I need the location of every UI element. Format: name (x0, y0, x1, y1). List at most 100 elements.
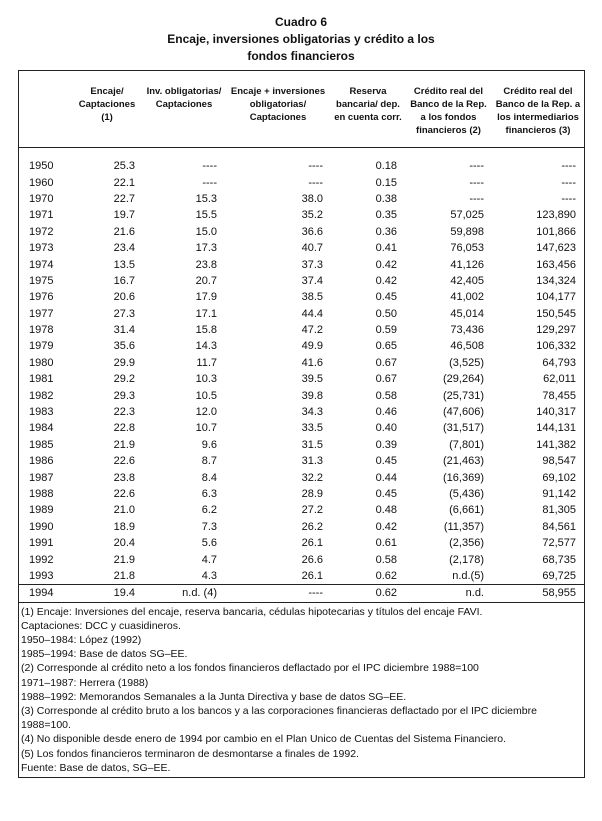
value-cell: ---- (469, 176, 484, 189)
table-row: 1979 35.6 14.3 49.9 0.65 46,508 106,332 (19, 338, 584, 354)
value-cell: 84,561 (542, 520, 576, 533)
note-line: (1) Encaje: Inversiones del encaje, rese… (21, 605, 483, 618)
value-cell: 4.3 (201, 569, 217, 582)
value-cell: 31.3 (301, 455, 323, 468)
value-cell: 0.46 (375, 406, 397, 419)
value-cell: n.d.(5) (452, 569, 484, 582)
value-cell: 41.6 (301, 356, 323, 369)
year-cell: 1978 (29, 324, 54, 337)
value-cell: 101,866 (536, 225, 576, 238)
value-cell: 8.4 (201, 471, 217, 484)
value-cell: 34.3 (301, 406, 323, 419)
note-line: 1988–1992: Memorandos Semanales a la Jun… (21, 690, 407, 703)
column-header: Reserva bancaria/ dep. en cuenta corr. (331, 71, 405, 148)
data-table: Encaje/ Captaciones (1) Inv. obligatorias… (19, 71, 584, 602)
value-cell: 6.2 (201, 504, 217, 517)
table-row: 1986 22.6 8.7 31.3 0.45 (21,463) 98,547 (19, 453, 584, 469)
value-cell: 22.6 (113, 488, 135, 500)
column-header: Encaje + inversiones obligatorias/ Capta… (225, 71, 331, 148)
note-line: Captaciones: DCC y cuasidineros. (21, 619, 181, 632)
value-cell: ---- (561, 176, 576, 189)
value-cell: 35.2 (301, 209, 323, 222)
value-cell: 69,725 (542, 569, 576, 582)
year-cell: 1981 (29, 373, 54, 386)
value-cell: ---- (469, 192, 484, 205)
value-cell: 32.2 (301, 471, 323, 484)
value-cell: (2,178) (449, 553, 484, 566)
value-cell: 0.67 (375, 356, 397, 369)
value-cell: 38.5 (301, 291, 323, 304)
value-cell: 0.50 (375, 307, 397, 320)
value-cell: 73,436 (450, 324, 484, 337)
value-cell: 58,955 (492, 584, 584, 602)
value-cell: 10.3 (195, 373, 217, 386)
value-cell: 0.61 (375, 537, 397, 550)
value-cell: 23.8 (195, 258, 217, 271)
value-cell: ---- (202, 160, 217, 173)
value-cell: 15.8 (195, 324, 217, 337)
table-row: 1994 19.4 n.d. (4) ---- 0.62 n.d. 58,955 (19, 584, 584, 602)
value-cell: 163,456 (536, 258, 576, 271)
value-cell: 20.4 (113, 537, 135, 550)
value-cell: 47.2 (301, 324, 323, 337)
table-row: 1971 19.7 15.5 35.2 0.35 57,025 123,890 (19, 207, 584, 223)
value-cell: 29.9 (113, 356, 135, 369)
year-cell: 1973 (29, 242, 54, 255)
value-cell: 28.9 (301, 488, 323, 500)
table-row: 1989 21.0 6.2 27.2 0.48 (6,661) 81,305 (19, 502, 584, 518)
value-cell: 0.42 (375, 274, 397, 287)
table-row: 1975 16.7 20.7 37.4 0.42 42,405 134,324 (19, 273, 584, 289)
value-cell: 19.7 (113, 209, 135, 222)
value-cell: 140,317 (536, 406, 576, 419)
value-cell: ---- (308, 176, 323, 189)
value-cell: (16,369) (443, 471, 484, 484)
value-cell: 17.1 (195, 307, 217, 320)
note-line: (2) Corresponde al crédito neto a los fo… (21, 662, 479, 675)
value-cell: 6.3 (201, 488, 217, 500)
value-cell: 0.65 (375, 340, 397, 353)
value-cell: 44.4 (301, 307, 323, 320)
note-line: 1971–1987: Herrera (1988) (21, 676, 149, 689)
year-cell: 1985 (29, 438, 54, 451)
value-cell: 20.7 (195, 274, 217, 287)
value-cell: 15.0 (195, 225, 217, 238)
column-header: Crédito real del Banco de la Rep. a los … (492, 71, 584, 148)
value-cell: (6,661) (449, 504, 484, 517)
table-row: 1988 22.6 6.3 28.9 0.45 (5,436) 91,142 (19, 486, 584, 502)
column-header: Encaje/ Captaciones (1) (71, 71, 143, 148)
value-cell: 20.6 (113, 291, 135, 304)
value-cell: (31,517) (443, 422, 484, 435)
value-cell: 106,332 (536, 340, 576, 353)
value-cell: 29.2 (113, 373, 135, 386)
value-cell: ---- (202, 176, 217, 189)
year-cell: 1982 (29, 389, 54, 402)
note-line: (4) No disponible desde enero de 1994 po… (21, 733, 507, 746)
table-row: 1974 13.5 23.8 37.3 0.42 41,126 163,456 (19, 256, 584, 272)
value-cell: 46,508 (450, 340, 484, 353)
value-cell: 0.62 (331, 584, 405, 602)
value-cell: 21.9 (113, 438, 135, 451)
year-cell: 1991 (29, 537, 54, 550)
value-cell: 14.3 (195, 340, 217, 353)
table-label: Cuadro 6 (274, 15, 327, 29)
value-cell: 8.7 (201, 455, 217, 468)
value-cell: 31.5 (301, 438, 323, 451)
value-cell: 129,297 (536, 324, 576, 337)
value-cell: (5,436) (449, 488, 484, 500)
value-cell: 26.6 (301, 553, 323, 566)
value-cell: 78,455 (542, 389, 576, 402)
header-row: Encaje/ Captaciones (1) Inv. obligatorias… (19, 71, 584, 148)
note-line: (3) Corresponde al crédito bruto a los b… (21, 704, 537, 732)
value-cell: (29,264) (443, 373, 484, 386)
table-row: 1987 23.8 8.4 32.2 0.44 (16,369) 69,102 (19, 469, 584, 485)
value-cell: (3,525) (449, 356, 484, 369)
value-cell: 0.45 (375, 455, 397, 468)
value-cell: 38.0 (301, 192, 323, 205)
value-cell: 17.9 (195, 291, 217, 304)
value-cell: 0.58 (375, 389, 397, 402)
value-cell: 10.7 (195, 422, 217, 435)
value-cell: 39.5 (301, 373, 323, 386)
year-cell: 1994 (19, 584, 71, 602)
value-cell: 29.3 (113, 389, 135, 402)
value-cell: 0.36 (375, 225, 397, 238)
